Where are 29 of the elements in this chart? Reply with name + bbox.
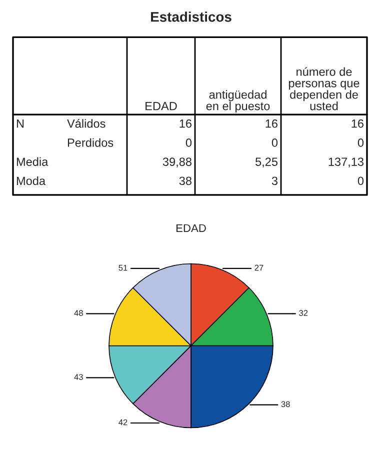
text: 0 (358, 176, 364, 186)
text: 0 (358, 138, 364, 147)
text: Perdidos (68, 138, 114, 147)
chart-title: EDAD (176, 224, 206, 232)
text: antigüedad en el puesto (206, 90, 270, 113)
text: 5,25 (255, 158, 278, 168)
text: 0 (186, 138, 192, 147)
text: 39,88 (162, 158, 192, 168)
slice-label: 43 (74, 374, 83, 380)
text: número de personas que dependen de usted (288, 67, 360, 110)
slice-label: 51 (118, 264, 128, 271)
slice-label: 38 (281, 401, 290, 408)
text: 3 (272, 176, 278, 186)
text: 16 (266, 119, 278, 128)
slice-label: 42 (118, 419, 128, 426)
text: Estadisticos (151, 12, 232, 22)
text: 16 (352, 119, 364, 128)
slice-label: 32 (299, 310, 308, 316)
text: 0 (272, 138, 278, 147)
text: Moda (16, 176, 46, 186)
text: Válidos (67, 118, 106, 128)
slice-label: 27 (254, 264, 264, 271)
text: Media (16, 157, 48, 166)
text: N (16, 120, 24, 128)
text: 137,13 (328, 158, 364, 168)
text: 38 (179, 176, 192, 186)
text: EDAD (146, 102, 177, 110)
slice-label: 48 (74, 310, 83, 316)
text: 16 (180, 119, 192, 128)
